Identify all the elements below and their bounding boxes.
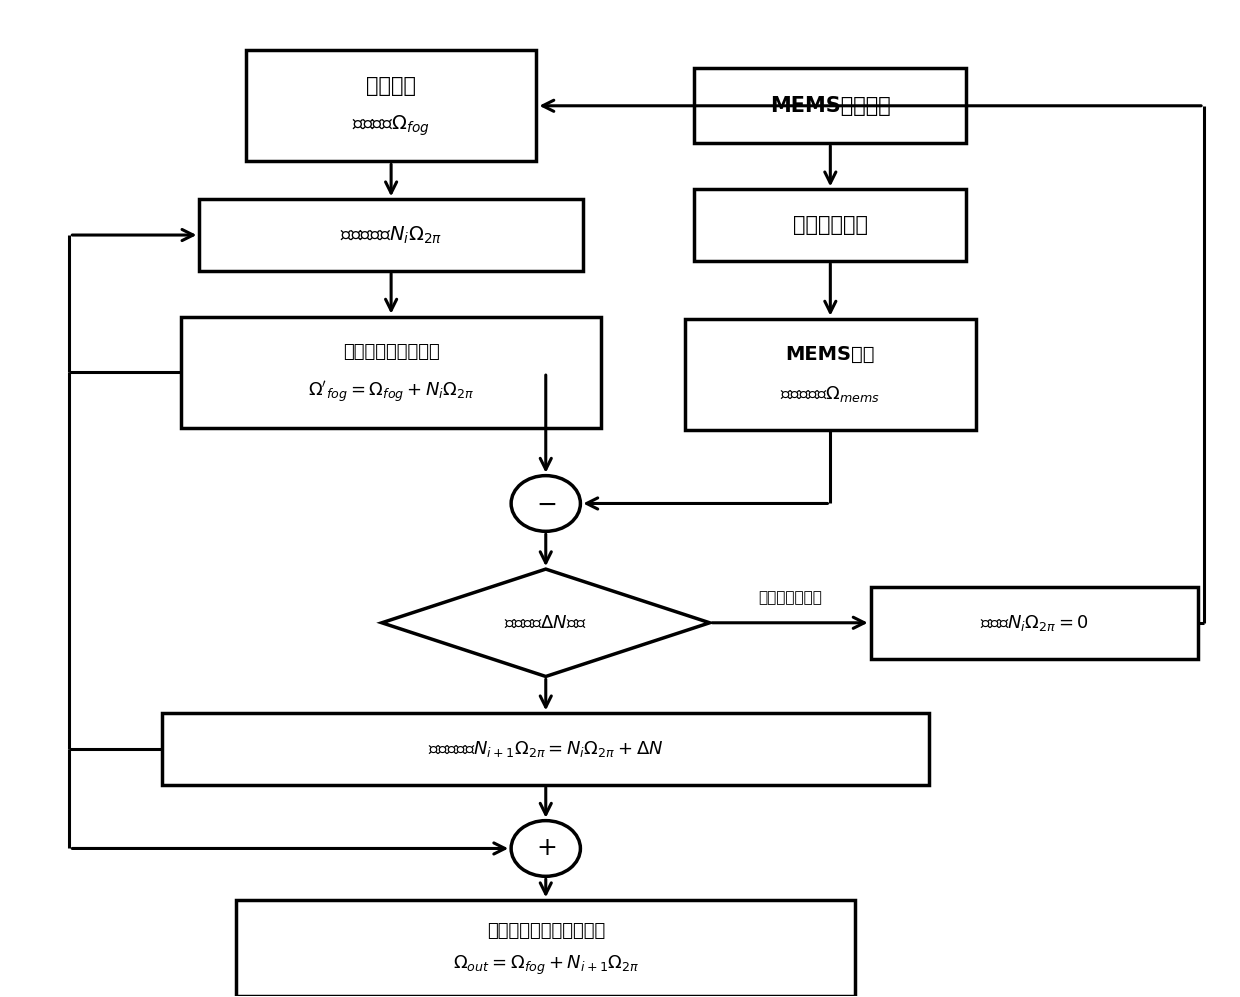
Text: 原始数据$\Omega_{fog}$: 原始数据$\Omega_{fog}$: [352, 114, 430, 138]
FancyBboxPatch shape: [246, 50, 537, 162]
Polygon shape: [382, 569, 709, 677]
Text: MEMS陀螺数据: MEMS陀螺数据: [770, 96, 890, 116]
Text: MEMS陀螺: MEMS陀螺: [786, 345, 875, 364]
FancyBboxPatch shape: [694, 189, 966, 261]
Text: 补偿后数据$\Omega_{mems}$: 补偿后数据$\Omega_{mems}$: [780, 384, 880, 404]
FancyBboxPatch shape: [181, 317, 601, 428]
FancyBboxPatch shape: [162, 713, 929, 785]
Text: 更新修正量$N_i\Omega_{2\pi}$: 更新修正量$N_i\Omega_{2\pi}$: [340, 224, 443, 245]
Circle shape: [511, 476, 580, 531]
Circle shape: [511, 821, 580, 876]
Text: 不满足判断条件: 不满足判断条件: [758, 590, 822, 605]
Text: $-$: $-$: [536, 492, 556, 515]
Text: 光纤陀螺: 光纤陀螺: [366, 76, 417, 96]
Text: 修正量$N_i\Omega_{2\pi}=0$: 修正量$N_i\Omega_{2\pi}=0$: [980, 613, 1089, 633]
FancyBboxPatch shape: [870, 587, 1198, 659]
Text: 条纹级数$\Delta N$判断: 条纹级数$\Delta N$判断: [505, 614, 587, 632]
FancyBboxPatch shape: [694, 69, 966, 143]
FancyBboxPatch shape: [684, 319, 976, 430]
FancyBboxPatch shape: [200, 199, 583, 271]
Text: 光纤陀螺修正后的输出值: 光纤陀螺修正后的输出值: [486, 921, 605, 940]
Text: $\Omega_{out}=\Omega_{fog}+N_{i+1}\Omega_{2\pi}$: $\Omega_{out}=\Omega_{fog}+N_{i+1}\Omega…: [453, 953, 639, 977]
Text: 修正量累加$N_{i+1}\Omega_{2\pi}=N_i\Omega_{2\pi}+\Delta N$: 修正量累加$N_{i+1}\Omega_{2\pi}=N_i\Omega_{2\…: [428, 739, 663, 759]
Text: 光纤陀螺处理后数据: 光纤陀螺处理后数据: [342, 343, 439, 361]
Text: $+$: $+$: [536, 836, 556, 860]
FancyBboxPatch shape: [237, 900, 856, 996]
Text: $\Omega'_{fog}=\Omega_{fog}+N_i\Omega_{2\pi}$: $\Omega'_{fog}=\Omega_{fog}+N_i\Omega_{2…: [308, 380, 475, 405]
Text: 安装误差补偿: 安装误差补偿: [792, 215, 868, 235]
